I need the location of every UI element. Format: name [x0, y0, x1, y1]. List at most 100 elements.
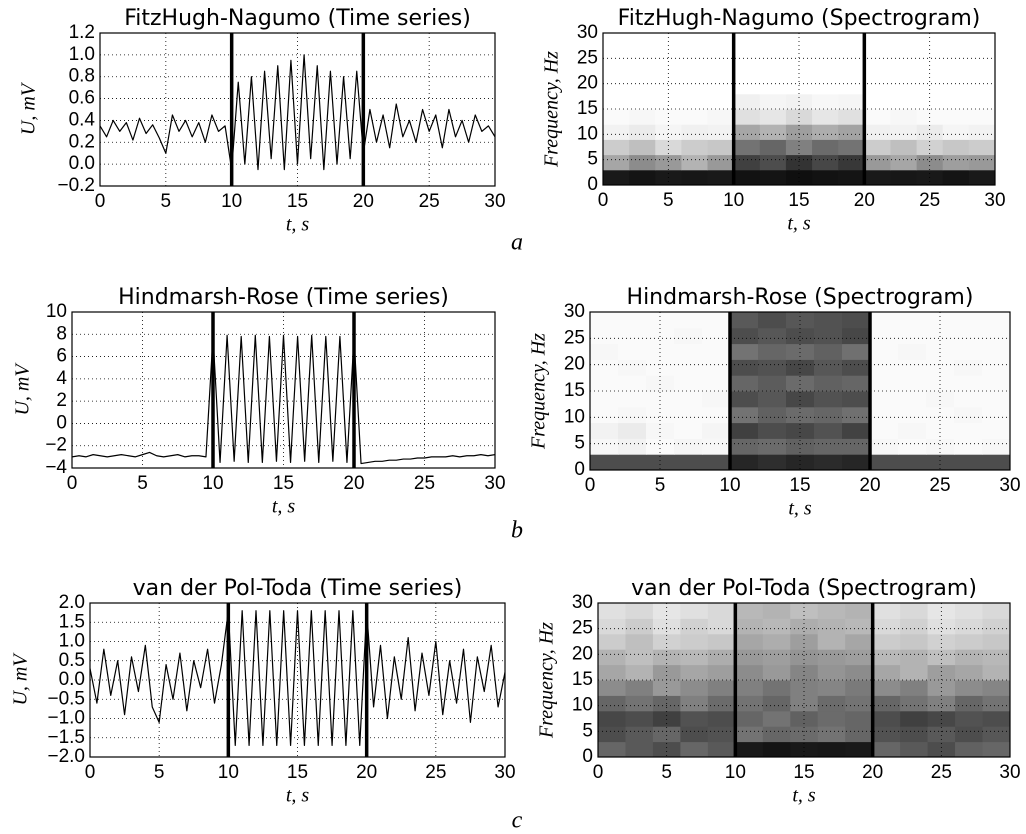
heat-cell [864, 169, 891, 185]
heat-cell [759, 33, 787, 49]
heat-cell [590, 422, 619, 439]
heat-cell [707, 710, 736, 727]
heat-cell [590, 454, 619, 470]
heat-cell [786, 359, 815, 376]
heat-cell [785, 63, 813, 80]
heat-cell [898, 391, 927, 408]
heat-cell [785, 109, 813, 125]
heat-cell [942, 124, 970, 140]
heat-cell [898, 359, 927, 376]
heat-cell [735, 633, 764, 650]
x-axis-label: t, s [788, 498, 812, 520]
heat-cell [916, 154, 944, 171]
heat-cell [786, 343, 815, 360]
heat-cell [838, 169, 865, 185]
y-tick-label: 5 [582, 720, 593, 741]
heat-cell [842, 312, 871, 329]
heat-cell [982, 664, 1010, 681]
y-tick-label: 15 [564, 380, 585, 401]
heat-cell [968, 169, 995, 185]
x-tick-label: 20 [862, 762, 883, 783]
heat-cell [674, 312, 703, 329]
heat-cell [603, 124, 630, 140]
heat-cell [758, 438, 787, 455]
heat-cell [872, 695, 901, 712]
heat-cell [968, 154, 995, 171]
heat-cell [898, 375, 927, 392]
axes-frame [89, 602, 506, 758]
heat-cell [814, 438, 843, 455]
y-tick-label: 25 [564, 327, 585, 348]
heat-cell [674, 375, 703, 392]
y-tick-label: 0.5 [59, 650, 85, 671]
y-tick-label: −1.0 [47, 708, 85, 729]
heat-cell [817, 664, 846, 681]
heat-cell [942, 48, 970, 64]
heat-cell [785, 124, 813, 140]
y-tick-label: 10 [572, 695, 593, 716]
heat-cell [759, 63, 787, 80]
heat-cell [845, 726, 874, 743]
heat-cell [838, 78, 865, 95]
heat-cell [864, 48, 891, 64]
heat-cell [730, 422, 759, 439]
heat-cell [681, 63, 709, 80]
x-tick-label: 15 [287, 191, 308, 212]
y-tick-label: 0 [582, 746, 593, 767]
y-tick-label: −0.5 [47, 688, 85, 709]
heat-cell [652, 633, 681, 650]
heat-cell [629, 78, 656, 95]
heat-cell [900, 741, 929, 757]
heat-cell [812, 48, 839, 64]
heat-cell [838, 139, 865, 156]
heat-cell [814, 359, 843, 376]
heat-cell [942, 63, 970, 80]
plot-area [590, 312, 1010, 470]
heat-cell [730, 391, 759, 408]
heat-cell [968, 33, 995, 49]
heat-cell [817, 710, 846, 727]
y-tick-label: 30 [572, 592, 593, 613]
heat-cell [733, 154, 761, 171]
heat-cell [968, 139, 995, 156]
y-tick-label: 2.0 [59, 592, 85, 613]
heat-cell [707, 139, 735, 156]
heat-cell [842, 438, 871, 455]
heat-cell [702, 375, 731, 392]
heat-cell [926, 359, 955, 376]
heat-cell [900, 633, 929, 650]
heat-cell [845, 633, 874, 650]
heat-cell [982, 422, 1010, 439]
heat-cell [603, 93, 630, 110]
heat-cell [618, 391, 647, 408]
heat-cell [955, 603, 984, 619]
plot-area [100, 33, 495, 186]
heat-cell [900, 680, 929, 696]
y-tick-label: −1.5 [47, 727, 85, 748]
heat-cell [680, 726, 709, 743]
heat-cell [762, 695, 791, 712]
heat-cell [655, 109, 682, 125]
heat-cell [707, 109, 735, 125]
x-tick-label: 25 [414, 473, 435, 494]
heat-cell [872, 664, 901, 681]
heat-cell [872, 649, 901, 666]
heat-cell [955, 741, 984, 757]
heat-cell [814, 391, 843, 408]
panel-label: a [511, 230, 523, 256]
y-tick-label: 1.2 [69, 22, 95, 43]
heat-cell [652, 710, 681, 727]
heat-cell [864, 124, 891, 140]
heat-cell [603, 78, 630, 95]
y-tick-label: 6 [56, 346, 67, 367]
heat-cell [674, 391, 703, 408]
heat-cell [916, 78, 944, 95]
heat-cell [927, 726, 956, 743]
heat-cell [954, 359, 983, 376]
x-tick-label: 0 [85, 762, 96, 783]
heat-cell [916, 63, 944, 80]
heat-cell [646, 438, 675, 455]
heat-cell [625, 618, 654, 635]
y-tick-label: 4 [56, 368, 67, 389]
heat-cell [916, 48, 944, 64]
